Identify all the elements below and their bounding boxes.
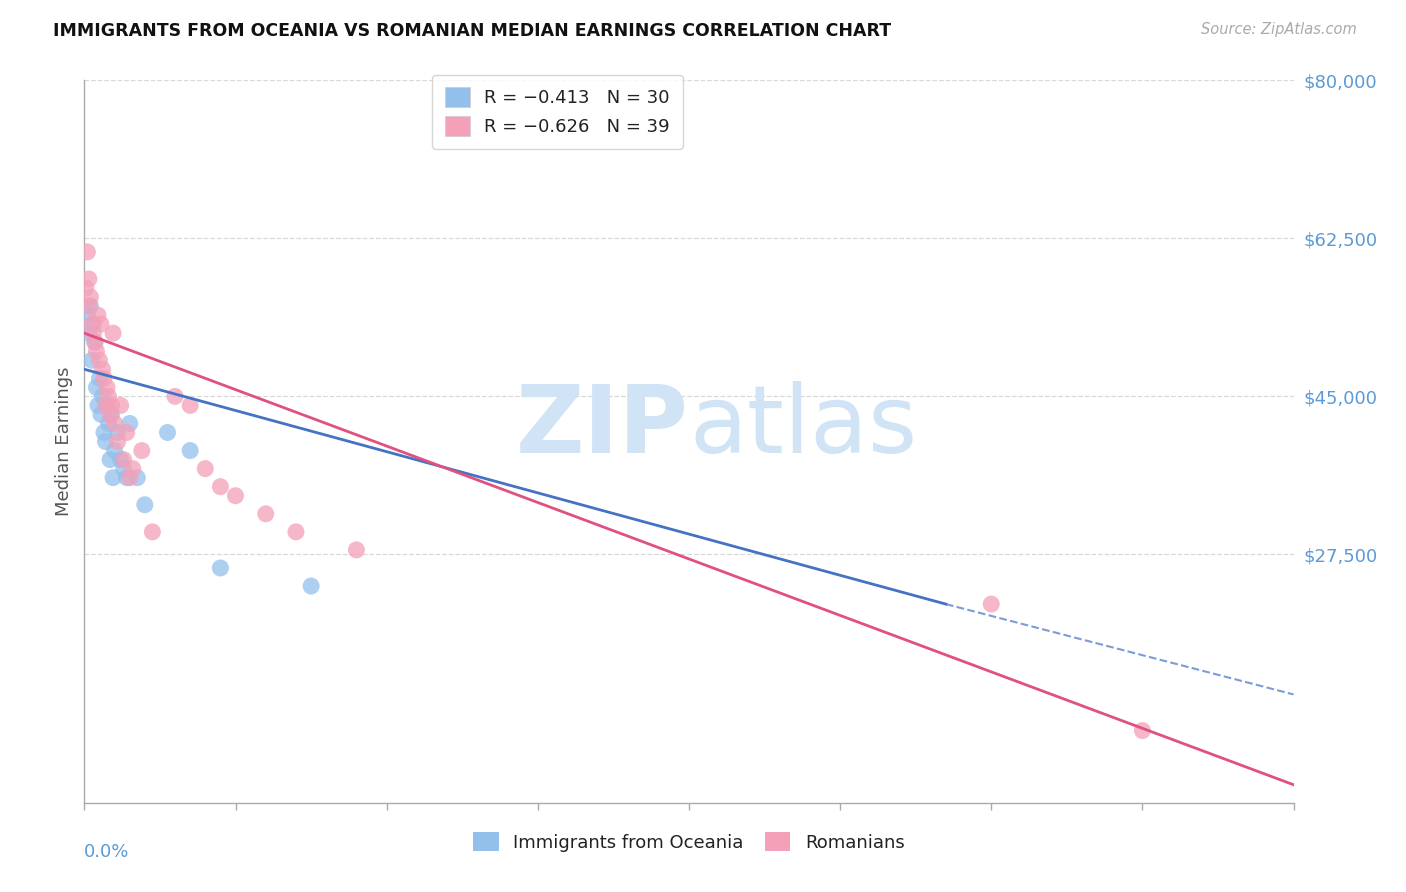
Point	[346, 542, 368, 557]
Point	[107, 425, 129, 440]
Point	[93, 425, 115, 440]
Point	[87, 308, 110, 322]
Point	[127, 470, 149, 484]
Legend: Immigrants from Oceania, Romanians: Immigrants from Oceania, Romanians	[467, 824, 911, 859]
Point	[84, 335, 107, 350]
Point	[118, 470, 141, 484]
Point	[101, 470, 124, 484]
Point	[90, 317, 112, 331]
Point	[86, 344, 108, 359]
Point	[80, 317, 103, 331]
Point	[299, 579, 322, 593]
Point	[77, 299, 100, 313]
Point	[141, 524, 163, 539]
Point	[110, 452, 132, 467]
Point	[87, 398, 110, 412]
Point	[100, 408, 122, 422]
Point	[76, 308, 98, 322]
Point	[97, 389, 120, 403]
Point	[980, 597, 1002, 611]
Point	[89, 353, 111, 368]
Point	[98, 408, 121, 422]
Point	[121, 461, 143, 475]
Point	[91, 362, 114, 376]
Y-axis label: Median Earnings: Median Earnings	[55, 367, 73, 516]
Point	[104, 443, 127, 458]
Point	[115, 470, 138, 484]
Point	[194, 461, 217, 475]
Point	[96, 380, 118, 394]
Text: 0.0%: 0.0%	[84, 843, 129, 861]
Point	[165, 389, 187, 403]
Point	[76, 244, 98, 259]
Point	[93, 371, 115, 385]
Point	[1130, 723, 1153, 738]
Point	[84, 335, 107, 350]
Point	[94, 434, 117, 449]
Text: ZIP: ZIP	[516, 381, 689, 473]
Point	[77, 272, 100, 286]
Text: IMMIGRANTS FROM OCEANIA VS ROMANIAN MEDIAN EARNINGS CORRELATION CHART: IMMIGRANTS FROM OCEANIA VS ROMANIAN MEDI…	[53, 22, 891, 40]
Point	[94, 398, 117, 412]
Point	[131, 443, 153, 458]
Point	[79, 290, 101, 304]
Point	[156, 425, 179, 440]
Point	[100, 398, 122, 412]
Point	[118, 417, 141, 431]
Point	[98, 452, 121, 467]
Point	[112, 461, 135, 475]
Point	[79, 299, 101, 313]
Point	[209, 561, 232, 575]
Point	[107, 434, 129, 449]
Point	[97, 417, 120, 431]
Point	[80, 353, 103, 368]
Point	[82, 317, 104, 331]
Point	[254, 507, 277, 521]
Point	[91, 389, 114, 403]
Point	[75, 281, 97, 295]
Point	[96, 398, 118, 412]
Point	[179, 443, 201, 458]
Point	[82, 326, 104, 340]
Point	[101, 326, 124, 340]
Point	[115, 425, 138, 440]
Point	[89, 371, 111, 385]
Text: Source: ZipAtlas.com: Source: ZipAtlas.com	[1201, 22, 1357, 37]
Point	[209, 480, 232, 494]
Point	[179, 398, 201, 412]
Point	[104, 417, 127, 431]
Point	[285, 524, 308, 539]
Point	[225, 489, 247, 503]
Point	[134, 498, 156, 512]
Point	[86, 380, 108, 394]
Text: atlas: atlas	[689, 381, 917, 473]
Point	[110, 398, 132, 412]
Point	[77, 326, 100, 340]
Point	[112, 452, 135, 467]
Point	[90, 408, 112, 422]
